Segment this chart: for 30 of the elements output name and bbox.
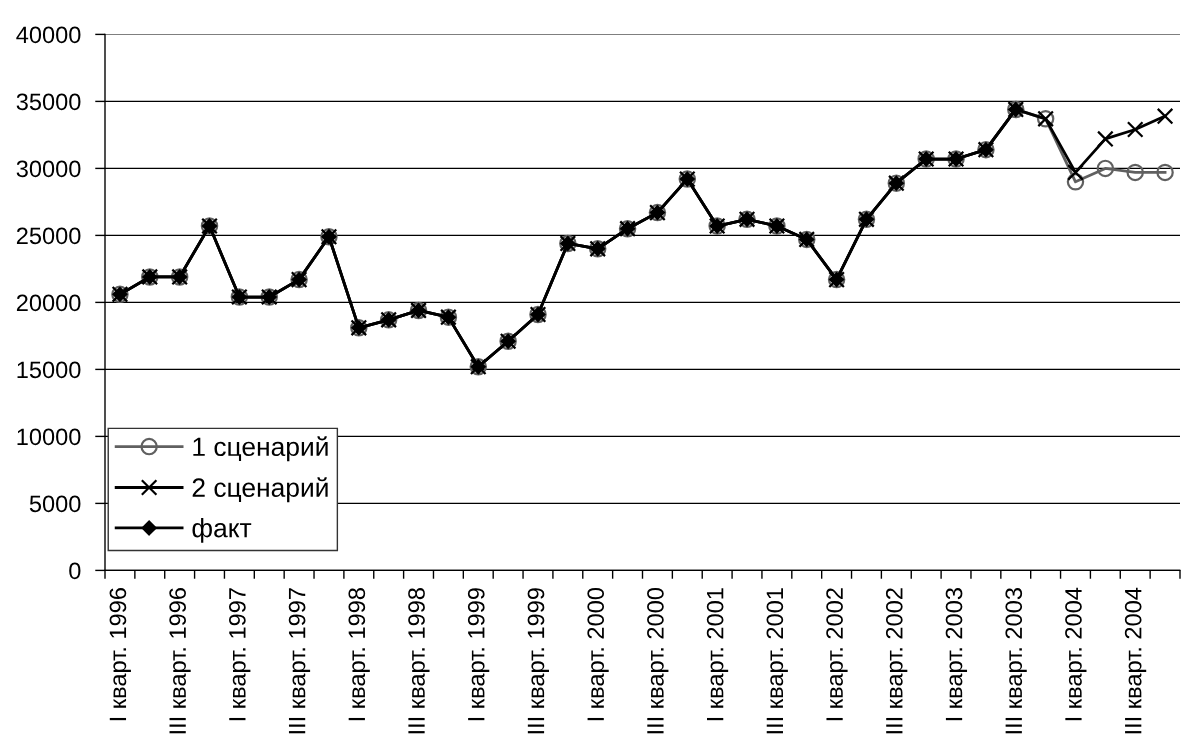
x-tick-label: III кварт. 1997 <box>288 588 311 734</box>
x-tick-label: III кварт. 1999 <box>527 588 549 734</box>
legend-label: факт <box>192 518 252 543</box>
y-tick-label: 25000 <box>16 227 81 245</box>
x-tick-label: I кварт. 2000 <box>587 587 609 721</box>
x-tick-label: III кварт. 2004 <box>1124 587 1147 734</box>
x-tick-label: I кварт. 2004 <box>1065 587 1087 721</box>
x-tick-label: III кварт. 1998 <box>408 588 430 734</box>
x-tick-label: III кварт. 2003 <box>1005 588 1027 734</box>
x-tick-label: I кварт. 2002 <box>826 588 848 721</box>
x-tick-label: I кварт. 1997 <box>228 588 251 721</box>
y-tick-label: 15000 <box>17 361 81 379</box>
x-tick-label: I кварт. 1998 <box>348 588 370 721</box>
y-tick-label: 20000 <box>16 294 81 312</box>
x-tick-label: III кварт. 2000 <box>647 587 669 734</box>
x-tick-label: I кварт. 2001 <box>706 588 729 721</box>
x-tick-label: I кварт. 2003 <box>945 588 968 721</box>
y-tick-label: 0 <box>69 562 81 580</box>
legend-label: 1 сценарий <box>193 436 328 462</box>
y-tick-label: 10000 <box>17 428 81 446</box>
x-tick-label: III кварт. 1996 <box>169 588 191 734</box>
y-tick-label: 30000 <box>16 160 81 178</box>
x-tick-label: III кварт. 2002 <box>885 588 908 734</box>
legend-label: 2 сценарий <box>192 477 328 503</box>
x-tick-label: I кварт. 1996 <box>109 588 131 721</box>
y-tick-label: 40000 <box>16 26 81 44</box>
y-tick-label: 5000 <box>29 495 81 513</box>
x-tick-label: I кварт. 1999 <box>467 588 490 721</box>
y-tick-label: 35000 <box>16 93 81 111</box>
x-tick-label: III кварт. 2001 <box>766 588 788 734</box>
